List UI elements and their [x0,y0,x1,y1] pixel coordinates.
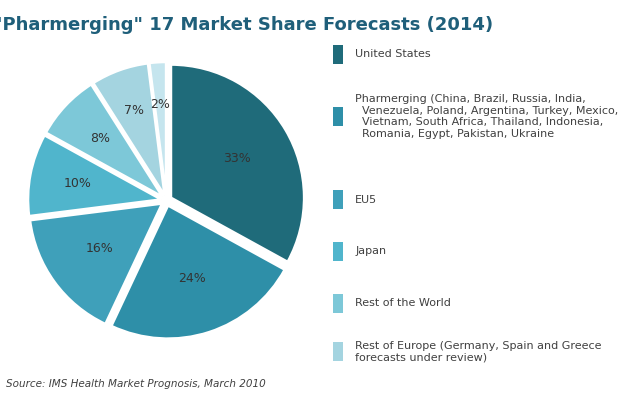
FancyBboxPatch shape [333,107,343,126]
Text: 2%: 2% [150,98,170,111]
Text: Rest of the World: Rest of the World [355,298,451,309]
FancyBboxPatch shape [333,342,343,361]
Wedge shape [171,64,304,262]
Text: United States: United States [355,49,431,59]
Text: Source: IMS Health Market Prognosis, March 2010: Source: IMS Health Market Prognosis, Mar… [6,379,266,389]
Text: Pharmerging (China, Brazil, Russia, India,
  Venezuela, Poland, Argentina, Turke: Pharmerging (China, Brazil, Russia, Indi… [355,94,618,139]
FancyBboxPatch shape [333,294,343,313]
Wedge shape [30,204,162,324]
Wedge shape [111,206,285,339]
FancyBboxPatch shape [333,242,343,261]
Wedge shape [46,84,163,197]
Text: "Pharmerging" 17 Market Share Forecasts (2014): "Pharmerging" 17 Market Share Forecasts … [0,16,493,34]
Wedge shape [28,135,161,216]
Text: EU5: EU5 [355,195,378,205]
Text: Japan: Japan [355,246,387,257]
Text: 8%: 8% [90,132,111,145]
Wedge shape [149,62,166,195]
FancyBboxPatch shape [333,45,343,64]
Text: 7%: 7% [124,104,144,117]
Text: 24%: 24% [178,272,206,285]
FancyBboxPatch shape [333,190,343,209]
Text: Rest of Europe (Germany, Spain and Greece
forecasts under review): Rest of Europe (Germany, Spain and Greec… [355,341,602,362]
Text: 10%: 10% [63,177,92,190]
Text: 16%: 16% [86,242,113,255]
Text: 33%: 33% [223,152,252,165]
Wedge shape [93,63,164,195]
